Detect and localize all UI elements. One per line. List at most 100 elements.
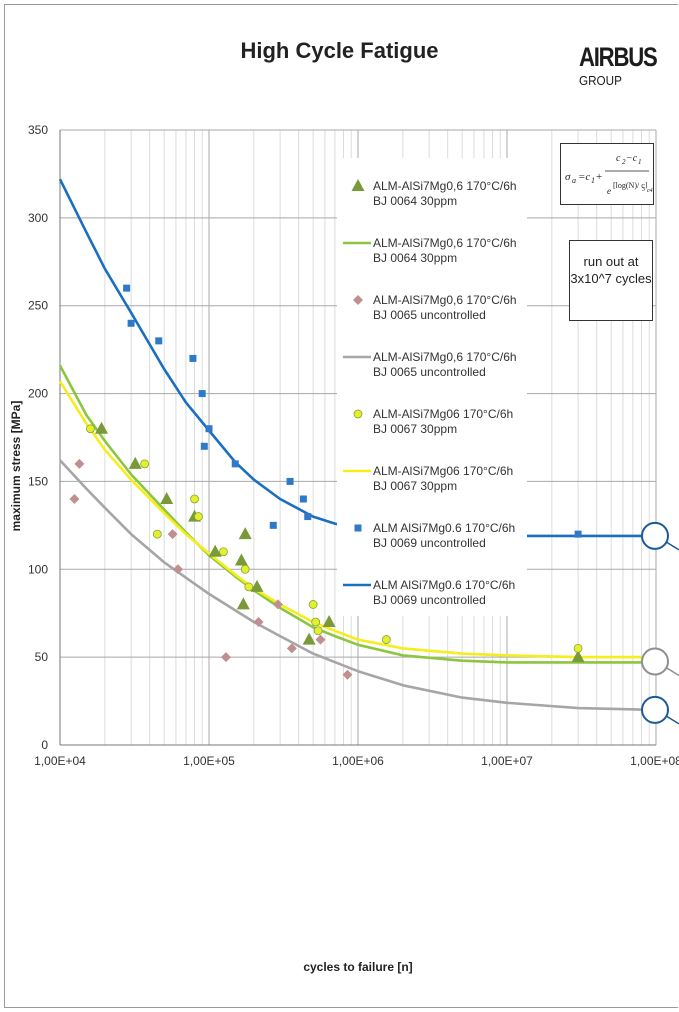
legend-label: ALM-AlSi7Mg0,6 170°C/6h [373, 350, 517, 364]
data-point [236, 597, 250, 610]
data-point [573, 643, 583, 653]
data-point [140, 459, 150, 469]
data-point [190, 494, 199, 504]
y-axis-label: maximum stress [MPa] [9, 401, 23, 532]
fit-formula-box: σ a =c 1 + c 2 −c 1 e [log(N)/ c 3 ] c4 [560, 143, 654, 205]
data-point [299, 495, 307, 503]
data-point [231, 460, 239, 468]
data-point [152, 529, 162, 539]
x-tick-label: 1,00E+08 [630, 754, 679, 768]
data-point [95, 421, 109, 434]
data-point [123, 284, 131, 292]
axes [59, 130, 656, 746]
svg-text:e: e [607, 186, 611, 196]
svg-text:a: a [572, 176, 576, 185]
svg-text:c4: c4 [647, 187, 653, 194]
logo-wordmark: AIRBUS [579, 42, 658, 72]
legend-label: ALM-AlSi7Mg0,6 170°C/6h [373, 179, 517, 193]
legend-label: ALM-AlSi7Mg06 170°C/6h [373, 464, 513, 478]
y-tick-label: 350 [28, 123, 48, 137]
figure-frame [4, 4, 678, 1008]
data-point [238, 527, 252, 540]
fit-curve [59, 459, 657, 712]
data-point [128, 456, 142, 469]
data-point [286, 643, 297, 654]
y-tick-label: 50 [35, 650, 49, 664]
x-tick-label: 1,00E+06 [332, 754, 384, 768]
data-point [200, 442, 208, 450]
data-point [304, 513, 312, 521]
data-point [167, 529, 178, 540]
legend-box [337, 158, 527, 616]
legend-label: BJ 0067 30ppm [373, 422, 457, 436]
data-point [155, 337, 163, 345]
legend-label: ALM AlSi7Mg0.6 170°C/6h [373, 521, 515, 535]
runout-line-2: 3x10^7 cycles [570, 271, 652, 286]
data-point [342, 669, 353, 680]
fit-formula: σ a =c 1 + c 2 −c 1 e [log(N)/ c 3 ] c4 [565, 153, 653, 196]
svg-text:−c: −c [626, 153, 638, 164]
x-tick-label: 1,00E+04 [34, 754, 86, 768]
legend-label: BJ 0069 uncontrolled [373, 536, 486, 550]
data-point [160, 492, 174, 504]
data-point [571, 650, 585, 663]
data-point [69, 494, 80, 504]
legend-label: ALM-AlSi7Mg0,6 170°C/6h [373, 293, 517, 307]
data-point [240, 564, 250, 574]
x-tick-label: 1,00E+05 [183, 754, 235, 768]
runout-leader [665, 666, 679, 677]
svg-text:σ: σ [565, 171, 571, 183]
data-point [286, 477, 294, 485]
data-point [313, 626, 323, 636]
runout-leader [665, 715, 679, 725]
legend-label: BJ 0065 uncontrolled [373, 308, 486, 322]
runout-circle [641, 647, 669, 676]
data-points [69, 284, 585, 680]
tick-labels: 0 50 100 150 200 250 300 350 1,00E+04 1,00E+05 1,0… [28, 123, 679, 768]
data-point [127, 319, 135, 327]
runout-leader [665, 541, 679, 551]
x-axis-label: cycles to failure [n] [303, 960, 412, 974]
data-point [322, 615, 336, 627]
svg-text:+: + [596, 171, 602, 183]
data-point [205, 425, 213, 433]
data-point [308, 600, 318, 609]
data-point [189, 354, 197, 362]
data-point [381, 635, 391, 644]
data-point [74, 458, 85, 469]
runout-circle [641, 521, 669, 550]
svg-text:c: c [616, 153, 621, 164]
runout-markers [641, 521, 679, 725]
data-point [311, 617, 321, 627]
legend-label: ALM-AlSi7Mg0,6 170°C/6h [373, 236, 517, 250]
data-point [253, 617, 264, 627]
y-tick-label: 300 [28, 211, 48, 225]
legend-marker [351, 179, 365, 191]
data-point [250, 579, 264, 592]
svg-text:1: 1 [638, 158, 642, 166]
data-point [574, 530, 582, 538]
data-point [272, 599, 283, 610]
y-tick-label: 0 [41, 738, 48, 752]
data-point [244, 582, 254, 592]
data-point [208, 544, 222, 557]
data-point [198, 390, 206, 398]
airbus-group-logo: AIRBUS GROUP [579, 42, 674, 88]
svg-text:2: 2 [622, 158, 626, 166]
legend-label: BJ 0065 uncontrolled [373, 365, 486, 379]
svg-text:3: 3 [641, 187, 645, 193]
data-point [194, 512, 203, 521]
y-tick-label: 150 [28, 474, 48, 488]
fit-curve [58, 380, 656, 659]
data-point [315, 634, 326, 645]
svg-text:1: 1 [591, 176, 595, 185]
svg-text:[log(N)/ c: [log(N)/ c [613, 181, 645, 190]
y-tick-label: 100 [28, 562, 48, 576]
legend-marker [353, 295, 363, 305]
data-point [219, 547, 228, 557]
y-tick-label: 250 [28, 299, 48, 313]
legend-marker [353, 409, 363, 419]
data-point [220, 652, 231, 663]
